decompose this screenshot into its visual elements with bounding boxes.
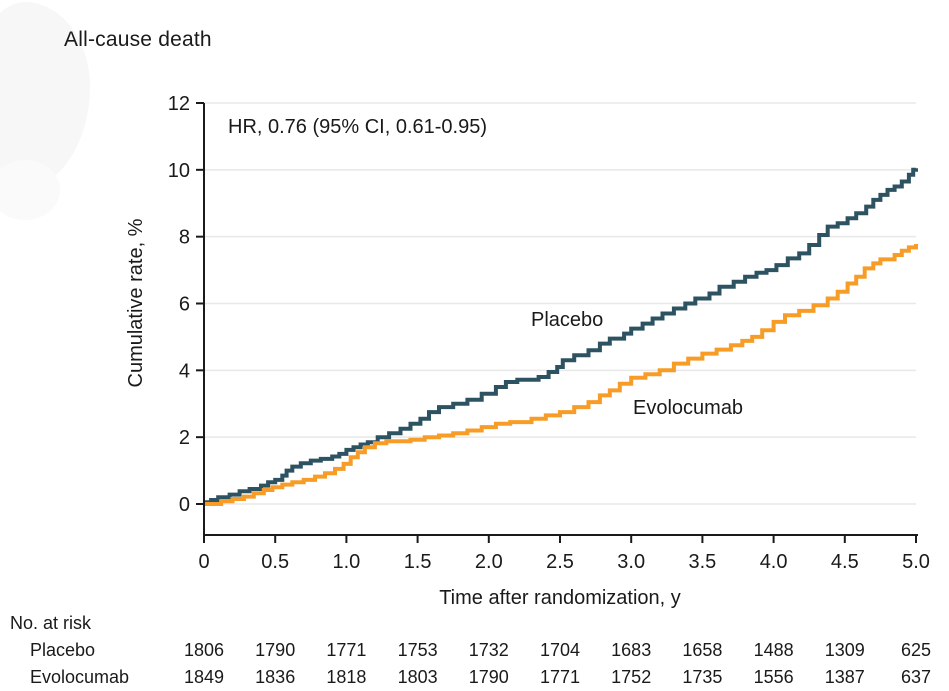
x-tick-label: 4.0 [760,551,788,573]
x-axis-label: Time after randomization, y [439,587,681,609]
series-label-placebo: Placebo [531,309,603,331]
risk-count: 1771 [326,640,367,660]
x-tick-label: 4.5 [831,551,859,573]
risk-count: 1732 [468,640,509,660]
hr-annotation: HR, 0.76 (95% CI, 0.61-0.95) [228,116,487,138]
y-axis-label: Cumulative rate, % [125,218,147,387]
y-tick-label: 6 [179,294,190,316]
risk-count: 1790 [468,667,509,687]
curves [204,167,918,506]
x-tick-label: 3.0 [617,551,645,573]
series-label-evolocumab: Evolocumab [633,397,743,419]
y-tick-label: 2 [179,427,190,449]
y-tick-label: 10 [168,160,190,182]
risk-count: 1753 [397,640,438,660]
y-tick-label: 12 [168,93,190,115]
tick-labels: 0 2 4 6 8 10 12 0 0.5 1.0 1.5 2.0 2.5 3.0 3.5 4.0 4.5 5.0 [168,93,930,573]
curve-placebo [204,167,918,505]
risk-count: 1818 [326,667,367,687]
risk-count: 1683 [611,640,652,660]
risk-table-title: No. at risk [10,613,92,633]
risk-count: 625 [900,640,932,660]
risk-count: 1771 [539,667,581,687]
risk-count: 1488 [753,640,794,660]
x-tick-label: 0 [198,551,209,573]
x-tick-label: 0.5 [261,551,289,573]
gridlines [204,102,916,505]
x-tick-label: 5.0 [902,551,930,573]
risk-count: 1556 [753,667,794,687]
risk-count: 1849 [183,667,225,687]
risk-count: 1790 [255,640,296,660]
background-artifact-blob-small [0,160,60,220]
y-tick-label: 4 [179,360,190,382]
x-tick-label: 2.0 [475,551,503,573]
risk-row-label-placebo: Placebo [30,640,96,660]
risk-count: 637 [900,667,932,687]
risk-count: 1309 [824,640,865,660]
risk-count: 1658 [682,640,723,660]
x-tick-label: 2.5 [546,551,574,573]
risk-count: 1704 [539,640,581,660]
risk-count: 1836 [255,667,296,687]
axes [196,102,918,543]
risk-count: 1803 [397,667,438,687]
risk-count: 1387 [824,667,865,687]
x-tick-label: 1.0 [332,551,360,573]
risk-count: 1752 [611,667,652,687]
risk-row-label-evolocumab: Evolocumab [30,667,130,687]
x-tick-label: 3.5 [688,551,716,573]
risk-count: 1806 [183,640,225,660]
chart-title: All-cause death [64,28,212,51]
risk-count: 1735 [682,667,723,687]
y-tick-label: 0 [179,494,190,516]
y-tick-label: 8 [179,227,190,249]
x-tick-label: 1.5 [404,551,432,573]
survival-curve-chart: 0 2 4 6 8 10 12 0 0.5 1.0 1.5 2.0 2.5 3.0 3.5 4.0 4.5 5.0… [125,93,930,609]
curve-evolocumab [204,244,918,506]
